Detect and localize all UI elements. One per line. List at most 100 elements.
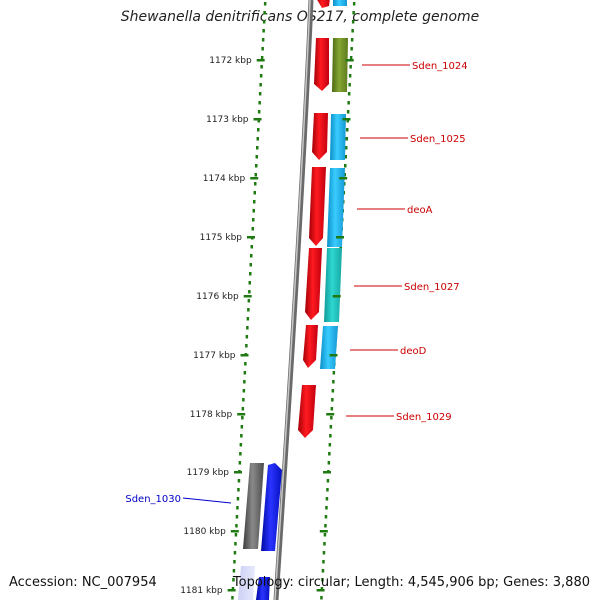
label-leader-line <box>182 497 232 504</box>
guide-dot <box>236 497 240 501</box>
cog-box[interactable] <box>327 168 345 247</box>
tick-mark <box>342 118 351 121</box>
tick-mark <box>339 177 348 180</box>
guide-dot <box>235 524 238 528</box>
cog-box[interactable] <box>243 463 264 549</box>
guide-dot <box>260 65 263 69</box>
gene-arrow[interactable] <box>312 113 328 160</box>
gene-label[interactable]: Sden_1027 <box>404 282 460 293</box>
gene-label[interactable]: Sden_1024 <box>412 61 468 72</box>
tick-label: 1178 kbp <box>190 410 233 420</box>
guide-dot <box>330 416 333 420</box>
gene-arrow[interactable] <box>314 38 329 91</box>
tick-mark <box>230 530 239 533</box>
cog-box[interactable] <box>330 114 346 160</box>
gene-arrow[interactable] <box>256 577 270 600</box>
genome-backbone <box>273 0 314 600</box>
tick-mark <box>234 471 242 474</box>
tick-label: 1176 kbp <box>196 292 239 302</box>
guide-dot <box>252 218 255 222</box>
guide-dot <box>329 425 333 429</box>
forward-strand-genes <box>298 0 330 438</box>
guide-dot <box>247 308 250 312</box>
guide-dot <box>325 497 329 501</box>
guide-dot <box>332 371 336 375</box>
guide-dot <box>249 263 252 267</box>
gene-arrow[interactable] <box>298 385 316 438</box>
guide-dot <box>259 74 263 78</box>
cog-box[interactable] <box>320 326 338 369</box>
guide-dot <box>330 407 334 411</box>
guide-dot <box>324 515 328 519</box>
guide-dot <box>253 200 256 204</box>
tick-mark <box>237 413 246 416</box>
guide-dot <box>346 128 349 132</box>
guide-dot <box>243 380 246 384</box>
guide-dot <box>263 11 266 15</box>
guide-dot <box>250 254 253 258</box>
guide-dot <box>331 398 334 402</box>
guide-dot <box>262 29 265 33</box>
guide-dot <box>351 20 355 24</box>
guide-dot <box>248 290 251 294</box>
guide-dot <box>244 362 247 366</box>
tick-mark <box>336 236 344 239</box>
guide-dot <box>348 74 352 78</box>
gene-arrow[interactable] <box>303 325 318 368</box>
guide-dot <box>246 326 249 330</box>
guide-dot <box>256 137 259 141</box>
guide-dot <box>255 164 258 168</box>
guide-dot <box>322 551 326 555</box>
cog-box[interactable] <box>238 566 255 600</box>
guide-dot <box>231 596 234 600</box>
guide-dot <box>324 524 327 528</box>
guide-dot <box>320 587 324 591</box>
guide-dot <box>238 461 242 465</box>
tick-label: 1174 kbp <box>203 174 246 184</box>
gene-label[interactable]: deoA <box>407 205 433 216</box>
gene-label[interactable]: Sden_1030 <box>125 494 181 505</box>
guide-dot <box>257 128 260 132</box>
tick-mark <box>247 236 255 239</box>
guide-dot <box>348 83 351 87</box>
cog-box[interactable] <box>333 0 347 6</box>
kbp-ticks: 1172 kbp 1173 kbp 1174 kbp 1175 kbp 1176 kbp… <box>180 56 354 596</box>
accession-text: Accession: NC_007954 <box>9 575 157 590</box>
guide-dot <box>237 479 241 483</box>
gene-label[interactable]: deoD <box>400 346 427 357</box>
guide-dot <box>327 461 331 465</box>
gene-arrow[interactable] <box>261 463 282 551</box>
gene-label[interactable]: Sden_1029 <box>396 412 452 423</box>
guide-dot <box>258 101 261 105</box>
outer-dotted-guide <box>320 2 356 600</box>
tick-label: 1180 kbp <box>183 527 226 537</box>
guide-dot <box>345 137 348 141</box>
tick-label: 1173 kbp <box>206 115 249 125</box>
guide-dot <box>249 272 252 276</box>
guide-dot <box>263 2 267 6</box>
guide-dot <box>349 65 352 69</box>
tick-mark <box>250 177 259 180</box>
guide-dot <box>322 560 325 564</box>
guide-dot <box>239 452 242 456</box>
guide-dot <box>352 11 355 15</box>
guide-dot <box>241 416 244 420</box>
guide-dot <box>233 560 236 564</box>
gene-label[interactable]: Sden_1025 <box>410 134 466 145</box>
gene-arrow[interactable] <box>309 167 326 246</box>
inner-dotted-guide <box>231 2 267 600</box>
guide-dot <box>251 227 254 231</box>
guide-dot <box>347 92 351 96</box>
gene-labels: Sden_1024 Sden_1025 deoA Sden_1027 deoD Sden_… <box>125 61 467 505</box>
gene-arrow[interactable] <box>316 0 330 8</box>
guide-dot <box>259 83 262 87</box>
guide-dot <box>242 398 245 402</box>
gene-arrow[interactable] <box>305 248 322 320</box>
cog-box[interactable] <box>324 248 342 322</box>
cog-box[interactable] <box>332 38 348 92</box>
guide-dot <box>345 146 348 150</box>
guide-dot <box>346 110 350 114</box>
tick-mark <box>256 59 265 62</box>
guide-dot <box>248 281 251 285</box>
